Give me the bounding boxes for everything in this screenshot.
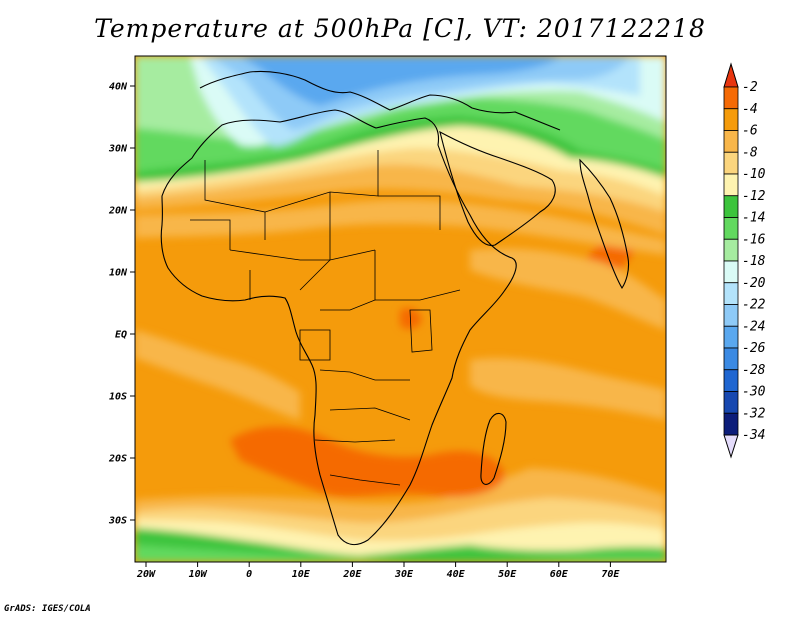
lon-tick-label: 60E [550,569,569,580]
colorbar-segment [723,391,739,414]
colorbar-segment [723,108,739,131]
colorbar-label: -10 [742,167,766,182]
colorbar-segment [723,238,739,262]
lon-tick-label: 40E [447,569,466,580]
lat-tick-label: 40N [109,82,128,93]
colorbar-segment [723,260,739,284]
colorbar-label: -18 [742,254,766,269]
colorbar-top-arrow [723,62,739,88]
colorbar-bottom-arrow [723,434,739,459]
lat-tick-label: 30N [108,144,128,155]
colorbar-label: -34 [742,428,765,443]
colorbar-segment [723,325,739,349]
lon-tick-label: 30E [394,569,414,580]
colorbar-segment [723,173,739,197]
lat-tick-label: 20N [108,206,128,217]
colorbar-segment [723,347,739,371]
lon-tick-label: 70E [601,569,620,580]
lon-tick-label: 50E [498,569,517,580]
lon-tick-label: 20W [136,569,156,580]
colorbar-segment [723,304,739,327]
colorbar-label: -24 [742,319,765,334]
lat-tick-label: 10N [109,268,128,279]
colorbar-segment [723,282,739,305]
country-borders [190,150,461,486]
lat-tick-label: 10S [109,392,127,403]
latitude-axis: 40N 30N 20N 10N EQ 10S 20S 30S [108,82,135,527]
colorbar-label: -4 [742,102,758,117]
lon-tick-label: 0 [246,569,252,580]
temperature-field [135,56,666,562]
colorbar-segment [723,217,739,240]
colorbar-label: -8 [742,145,758,160]
colorbar-label: -22 [742,298,766,313]
colorbar-label: -30 [742,385,766,400]
colorbar-label: -32 [742,406,766,421]
lon-tick-label: 20E [342,569,362,580]
colorbar-segment [723,195,739,218]
longitude-axis: 20W 10W 0 10E 20E 30E 40E 50E 60E 70E [136,562,620,580]
grads-credit: GrADS: IGES/COLA [4,604,91,614]
coastlines [160,70,630,546]
colorbar-label: -6 [742,124,758,139]
colorbar-label: -12 [742,189,766,204]
lat-tick-label: 30S [108,516,127,527]
colorbar-label: -14 [742,211,765,226]
lon-tick-label: 10W [189,569,208,580]
colorbar-segment [723,151,739,175]
plot-frame [134,55,667,563]
colorbar-segment [723,86,739,110]
lon-tick-label: 10E [292,569,311,580]
colorbar-label: -2 [742,80,758,95]
colorbar-label: -28 [742,363,766,378]
colorbar-segment [723,412,739,436]
lat-tick-label: EQ [115,330,127,341]
colorbar-segment [723,369,739,392]
colorbar: -2 -4 -6 -8 -10 -12 -14 -16 -18 -20 -22 -24 -26 -28 -3… [723,62,766,459]
colorbar-label: -16 [742,232,766,247]
colorbar-label: -26 [742,341,766,356]
colorbar-segment [723,130,739,153]
map-title: Temperature at 500hPa [C], VT: 201712221… [94,14,706,43]
lat-tick-label: 20S [108,454,127,465]
colorbar-label: -20 [742,276,766,291]
